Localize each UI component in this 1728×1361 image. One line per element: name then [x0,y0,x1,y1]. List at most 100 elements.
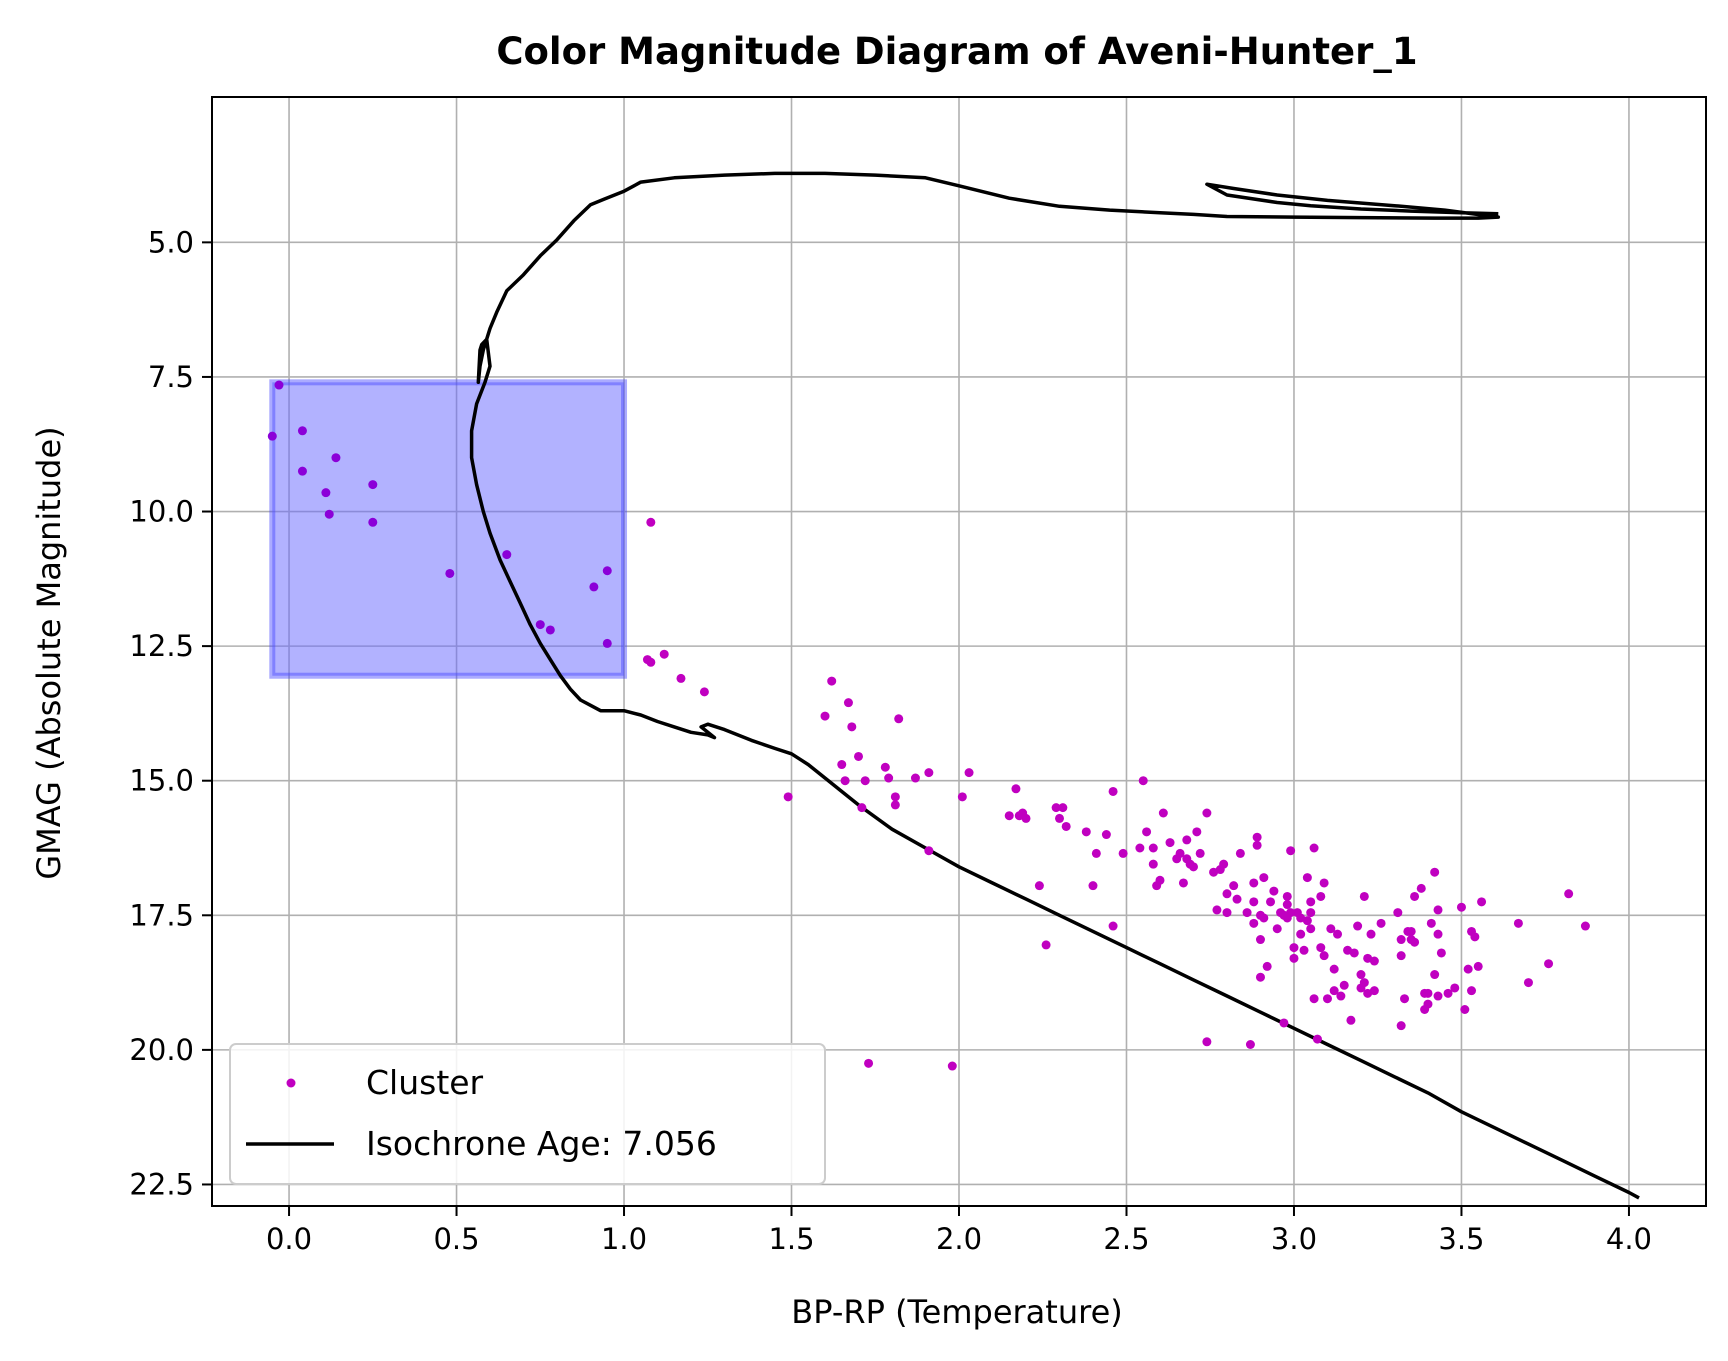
cluster-point [659,649,669,659]
cluster-point [1433,905,1443,915]
cluster-point [1396,1021,1406,1031]
cluster-point [1222,889,1232,899]
cluster-point [1219,859,1229,869]
cluster-point-in-region [297,426,307,436]
cluster-point [1450,983,1460,993]
cluster-point [924,846,934,856]
cluster-point [1011,784,1021,794]
cluster-point [857,803,867,813]
x-tick-label: 3.0 [1271,1222,1317,1256]
cluster-point [1195,848,1205,858]
cluster-point [1353,921,1363,931]
y-tick-label: 22.5 [129,1167,194,1201]
x-tick-label: 2.0 [936,1222,982,1256]
chart-title: Color Magnitude Diagram of Aveni-Hunter_… [496,30,1417,73]
cluster-point [1470,932,1480,942]
cluster-point [1436,948,1446,958]
y-tick-label: 17.5 [129,898,194,932]
cluster-point [843,698,853,708]
cluster-point [864,1058,874,1068]
cluster-point [1467,986,1477,996]
cluster-point [1329,964,1339,974]
legend-label-cluster: Cluster [366,1063,484,1102]
cluster-point [890,792,900,802]
cluster-point-in-region [602,638,612,648]
cluster-point-in-region [545,625,555,635]
cluster-point [1272,924,1282,934]
cluster-point [1058,803,1068,813]
cluster-point [676,673,686,683]
x-tick-label: 3.5 [1438,1222,1484,1256]
cluster-point [1155,875,1165,885]
cluster-point [1118,848,1128,858]
cluster-point [1433,929,1443,939]
cluster-point [1101,830,1111,840]
cluster-point-in-region [297,466,307,476]
cluster-point [1289,943,1299,953]
cluster-point [1192,827,1202,837]
cluster-point [783,792,793,802]
cluster-point [1282,900,1292,910]
x-tick-label: 0.5 [433,1222,479,1256]
cluster-point [1513,918,1523,928]
cluster-point [1356,970,1366,980]
cluster-point [1081,827,1091,837]
cluster-point [1322,994,1332,1004]
cluster-point [1235,848,1245,858]
cluster-point-in-region [445,568,455,578]
cluster-point [1255,935,1265,945]
isochrone-layer [469,171,1640,1200]
cluster-point [1279,1018,1289,1028]
cluster-point [1252,840,1262,850]
cluster-point [1359,891,1369,901]
cluster-point [1410,937,1420,947]
cluster-point [1282,891,1292,901]
cluster-point [1393,908,1403,918]
cluster-point [1249,878,1259,888]
cluster-point [1346,1015,1356,1025]
cluster-point [1306,924,1316,934]
cluster-point [1259,913,1269,923]
cluster-point [1041,940,1051,950]
highlight-region [269,379,628,679]
y-axis-label: GMAG (Absolute Magnitude) [30,426,68,879]
cluster-point [1309,994,1319,1004]
cluster-point [1433,991,1443,1001]
cluster-point [1202,808,1212,818]
cluster-point [1410,891,1420,901]
cluster-point [1165,838,1175,848]
cluster-point [1443,988,1453,998]
cluster-point [1302,873,1312,883]
cluster-point [1396,951,1406,961]
cluster-point [1309,843,1319,853]
cluster-point [1232,894,1242,904]
cluster-point [1135,843,1145,853]
cluster-point [1108,786,1118,796]
x-tick-label: 4.0 [1606,1222,1652,1256]
cluster-point [1426,918,1436,928]
y-tick-label: 10.0 [129,495,194,529]
cluster-point [1329,986,1339,996]
cluster-point [1339,980,1349,990]
cluster-point [894,714,904,724]
cluster-point [1182,835,1192,845]
cluster-point [1088,881,1098,891]
cluster-point [1430,970,1440,980]
cluster-point [1306,897,1316,907]
cluster-point [1259,873,1269,883]
cluster-point [884,773,894,783]
cluster-point [1463,964,1473,974]
cluster-point [1286,908,1296,918]
cluster-point-in-region [602,566,612,576]
cluster-point [1286,846,1296,856]
cluster-point [1456,902,1466,912]
cluster-point [1242,908,1252,918]
cluster-point [1269,886,1279,896]
cluster-point-in-region [368,480,378,490]
cluster-point [1021,813,1031,823]
cluster-point [1333,929,1343,939]
cluster-point [1212,905,1222,915]
cluster-point [1245,1039,1255,1049]
cluster-point [827,676,837,686]
